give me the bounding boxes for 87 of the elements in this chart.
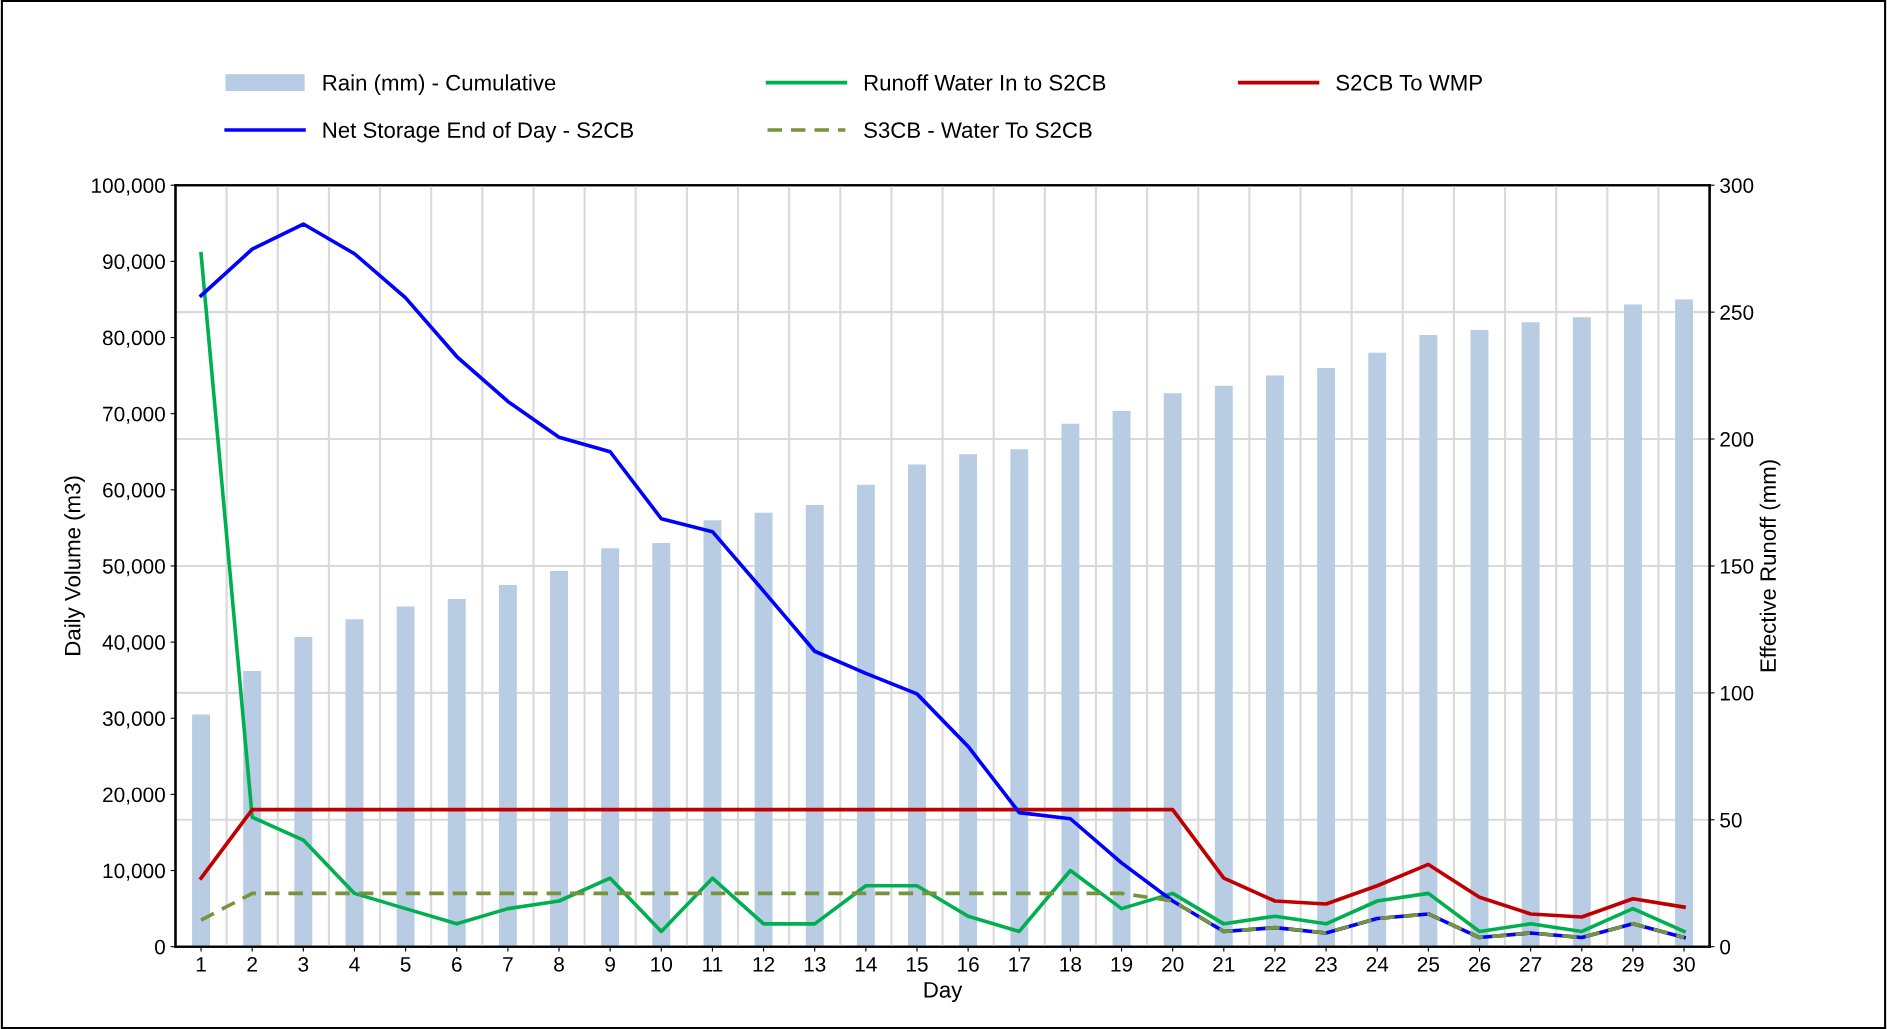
x-tick-label: 23 xyxy=(1315,956,1337,972)
y-tick-label: 80,000 xyxy=(102,330,165,348)
bar xyxy=(601,548,620,947)
x-tick-label: 24 xyxy=(1366,956,1389,972)
y2-tick-label: 0 xyxy=(1720,939,1731,955)
x-tick-label: 20 xyxy=(1162,956,1184,972)
bar xyxy=(550,571,568,947)
x-tick-label: 16 xyxy=(958,956,979,972)
bar xyxy=(652,543,671,947)
x-tick-label: 30 xyxy=(1673,956,1695,972)
bar xyxy=(1419,334,1438,947)
x-tick-label: 9 xyxy=(605,956,615,972)
y-tick-label: 30,000 xyxy=(102,711,165,729)
y-tick-label: 60,000 xyxy=(103,482,165,501)
bar xyxy=(294,637,313,947)
line-series xyxy=(199,891,1686,940)
legend-label: Rain (mm) - Cumulative xyxy=(323,74,556,95)
y-tick-label: 10,000 xyxy=(103,863,165,881)
x-tick-label: 14 xyxy=(855,957,877,972)
x-tick-label: 3 xyxy=(298,956,309,972)
x-tick-label: 25 xyxy=(1417,956,1440,972)
x-tick-label: 28 xyxy=(1571,956,1593,972)
bar xyxy=(192,714,211,947)
x-tick-label: 11 xyxy=(703,957,723,972)
bar xyxy=(1675,299,1693,947)
x-tick-label: 10 xyxy=(651,956,673,972)
bar xyxy=(396,606,415,947)
y-tick-label: 20,000 xyxy=(103,787,165,805)
y2-tick-label: 200 xyxy=(1720,432,1754,447)
x-tick-label: 17 xyxy=(1009,957,1030,972)
y-tick-label: 70,000 xyxy=(103,406,165,424)
y2-tick-label: 100 xyxy=(1720,685,1754,701)
bar xyxy=(1266,375,1284,947)
legend-label: Net Storage End of Day - S2CB xyxy=(323,121,634,143)
y2-tick-label: 300 xyxy=(1720,178,1754,193)
y-tick-label: 0 xyxy=(155,939,165,955)
x-tick-label: 27 xyxy=(1520,956,1542,972)
x-tick-label: 29 xyxy=(1622,956,1644,972)
bar xyxy=(1368,352,1387,947)
bar xyxy=(498,584,517,947)
bar xyxy=(703,520,722,947)
bar xyxy=(447,598,466,947)
x-axis-title: Day xyxy=(924,982,963,1003)
y2-axis-title: Effective Runoff (mm) xyxy=(1759,460,1781,672)
x-tick-label: 21 xyxy=(1213,956,1235,972)
y2-tick-label: 150 xyxy=(1720,558,1754,574)
x-tick-label: 8 xyxy=(554,956,564,972)
y2-tick-label: 250 xyxy=(1720,305,1754,320)
x-tick-label: 19 xyxy=(1111,956,1133,972)
y2-tick-label: 50 xyxy=(1720,812,1742,828)
x-tick-label: 5 xyxy=(400,957,411,972)
x-tick-label: 13 xyxy=(804,956,826,972)
bar xyxy=(1112,411,1131,947)
bar xyxy=(856,484,875,947)
x-tick-label: 7 xyxy=(503,957,513,972)
y-tick-label: 90,000 xyxy=(103,254,165,272)
x-tick-label: 26 xyxy=(1468,956,1491,972)
bar xyxy=(959,454,978,947)
x-tick-label: 12 xyxy=(753,956,775,972)
x-tick-label: 15 xyxy=(906,957,928,972)
x-tick-label: 18 xyxy=(1060,956,1082,972)
bar xyxy=(345,619,364,947)
legend-label: S2CB To WMP xyxy=(1336,74,1482,91)
bar xyxy=(908,464,926,947)
x-tick-label: 1 xyxy=(196,957,206,972)
bar xyxy=(1163,393,1182,947)
bar xyxy=(1470,329,1489,947)
y-axis-title: Daily Volume (m3) xyxy=(64,476,85,655)
bar xyxy=(805,505,824,947)
y-tick-label: 100,000 xyxy=(92,178,165,196)
bar xyxy=(1521,322,1540,947)
bar xyxy=(1214,385,1233,947)
x-tick-label: 22 xyxy=(1264,956,1286,972)
x-tick-label: 4 xyxy=(349,957,360,972)
bar xyxy=(1572,317,1591,947)
x-tick-label: 6 xyxy=(452,956,462,972)
bar xyxy=(1317,367,1336,947)
bar xyxy=(1623,304,1642,947)
y-tick-label: 50,000 xyxy=(102,558,165,577)
legend-label: S3CB - Water To S2CB xyxy=(864,122,1092,138)
legend-label: Runoff Water In to S2CB xyxy=(864,74,1106,91)
bar xyxy=(1061,423,1080,947)
bar xyxy=(1010,449,1029,947)
line-series xyxy=(199,807,1686,919)
bar xyxy=(754,512,773,947)
y-tick-label: 40,000 xyxy=(102,635,165,653)
x-tick-label: 2 xyxy=(247,956,257,972)
